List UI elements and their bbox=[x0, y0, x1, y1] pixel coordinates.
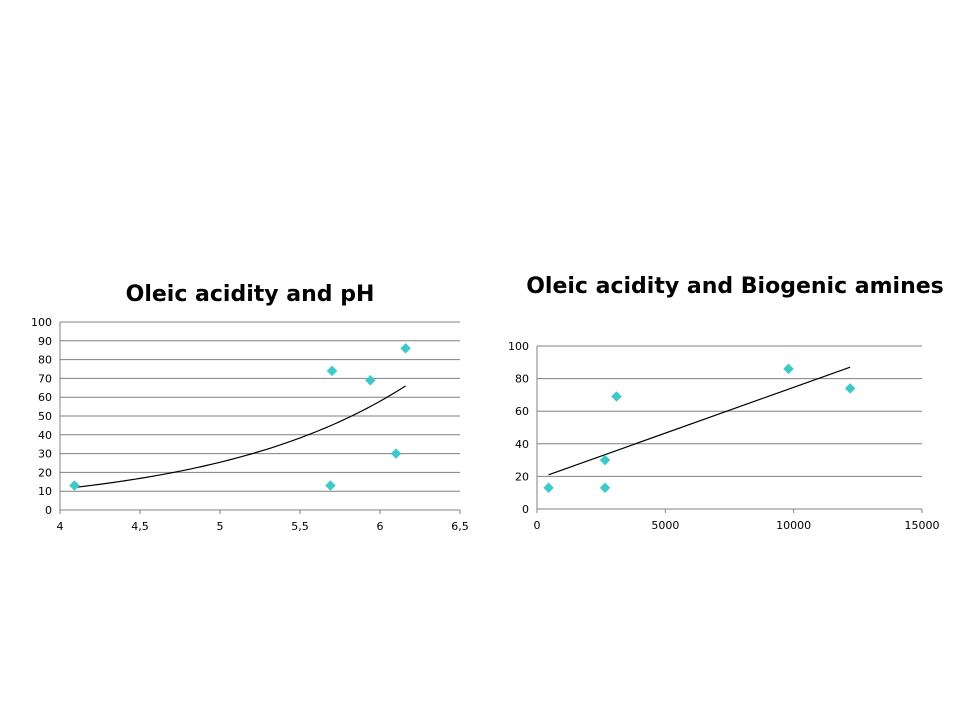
x-tick-label: 0 bbox=[534, 519, 541, 532]
y-tick-label: 70 bbox=[38, 372, 52, 385]
y-tick-label: 0 bbox=[522, 503, 529, 516]
y-tick-label: 50 bbox=[38, 410, 52, 423]
y-tick-label: 100 bbox=[31, 316, 52, 329]
y-tick-label: 40 bbox=[38, 429, 52, 442]
y-tick-label: 60 bbox=[38, 391, 52, 404]
x-tick-label: 6 bbox=[377, 520, 384, 533]
x-tick-label: 5,5 bbox=[291, 520, 309, 533]
y-tick-label: 40 bbox=[515, 438, 529, 451]
data-point bbox=[365, 374, 376, 386]
y-tick-label: 0 bbox=[45, 504, 52, 517]
data-point bbox=[325, 480, 336, 491]
data-point bbox=[390, 448, 402, 459]
y-tick-label: 80 bbox=[38, 354, 52, 367]
trendline bbox=[548, 366, 851, 476]
data-point bbox=[599, 454, 611, 466]
chart-oleic-biogenic-amines: Oleic acidity and Biogenic amines 0 20 40 6… bbox=[490, 265, 960, 555]
data-point bbox=[326, 365, 338, 377]
x-tick-label: 5000 bbox=[651, 519, 679, 532]
y-tick-label: 20 bbox=[515, 470, 529, 483]
y-tick-label: 20 bbox=[38, 466, 52, 479]
x-tick-label: 6,5 bbox=[451, 520, 469, 533]
trendline bbox=[74, 385, 406, 489]
y-tick-label: 80 bbox=[515, 373, 529, 386]
y-tick-label: 10 bbox=[38, 485, 52, 498]
plot-area: 0 20 40 60 80 100 0 5000 10000 15000 bbox=[508, 340, 940, 532]
x-tick-label: 4,5 bbox=[131, 520, 149, 533]
x-tick-label: 5 bbox=[217, 520, 224, 533]
data-point bbox=[611, 391, 622, 402]
y-tick-label: 60 bbox=[515, 405, 529, 418]
data-point bbox=[599, 482, 611, 494]
x-tick-label: 4 bbox=[57, 520, 64, 533]
plot-area: 0 10 20 30 40 50 60 70 80 90 100 4 4,5 5 5,5 6 6,5 bbox=[31, 316, 469, 533]
chart-oleic-ph: Oleic acidity and pH 0 10 20 30 40 50 60 70 80 90… bbox=[20, 270, 480, 550]
data-point bbox=[400, 342, 411, 354]
x-tick-label: 15000 bbox=[905, 519, 940, 532]
y-tick-label: 100 bbox=[508, 340, 529, 353]
data-point bbox=[844, 383, 856, 394]
x-tick-label: 10000 bbox=[776, 519, 811, 532]
data-point bbox=[543, 482, 554, 494]
chart-title: Oleic acidity and Biogenic amines bbox=[526, 274, 944, 299]
data-point bbox=[69, 480, 80, 491]
y-tick-label: 90 bbox=[38, 335, 52, 348]
chart-title: Oleic acidity and pH bbox=[125, 282, 375, 307]
data-point bbox=[783, 363, 794, 375]
y-tick-label: 30 bbox=[38, 448, 52, 461]
